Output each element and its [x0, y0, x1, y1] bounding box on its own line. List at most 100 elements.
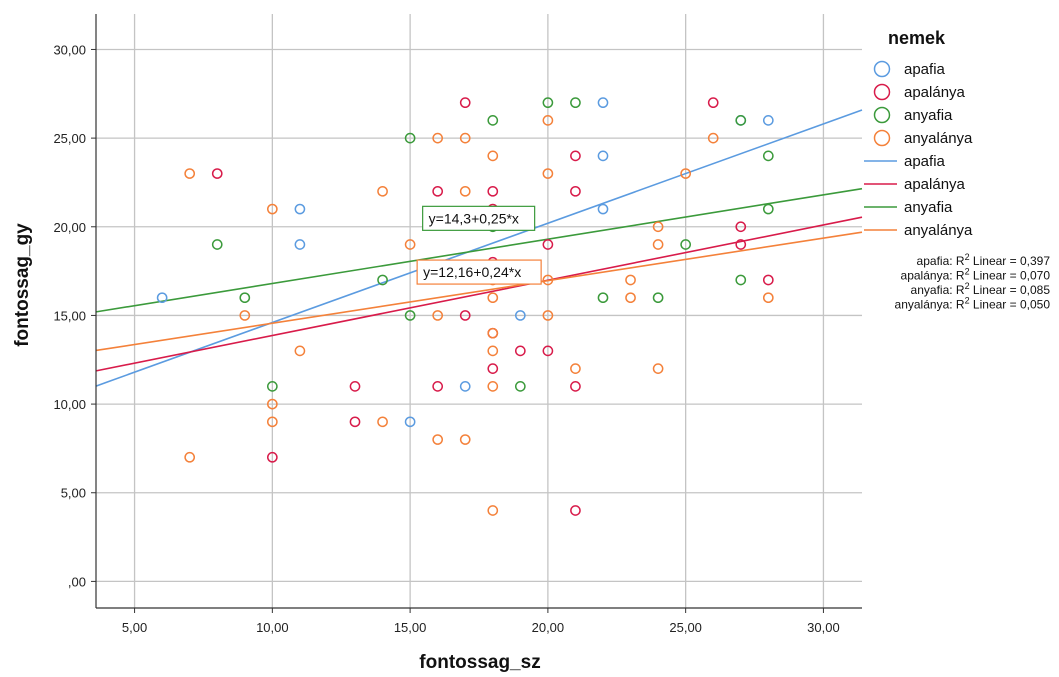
r2-label-apafia: apafia: R2 Linear = 0,397 [917, 252, 1051, 268]
legend-label-anyafia: anyafia [904, 107, 953, 124]
point-anyalánya [432, 434, 444, 445]
point-anyalánya [239, 310, 251, 321]
legend-title: nemek [888, 28, 946, 48]
point-apalánya [514, 345, 526, 357]
legend-line-label-anyafia: anyafia [904, 199, 953, 216]
point-anyafia [404, 310, 416, 321]
point-anyalánya [542, 274, 554, 286]
point-anyalánya [542, 310, 554, 321]
x-tick-label: 5,00 [122, 620, 147, 635]
point-anyalánya [652, 363, 664, 374]
point-apalánya [349, 381, 361, 392]
point-apafia [597, 97, 609, 109]
point-apalánya [762, 274, 774, 286]
x-tick-label: 30,00 [807, 620, 840, 635]
point-anyafia [514, 381, 526, 392]
equation-label-anyalánya: y=12,16+0,24*x [423, 264, 521, 280]
point-anyafia [597, 292, 609, 304]
point-anyalánya [184, 451, 196, 463]
point-anyafia [735, 115, 747, 126]
point-anyalánya [404, 239, 416, 250]
point-anyalánya [266, 416, 278, 428]
point-apafia [514, 310, 526, 321]
legend-label-apalánya: apalánya [904, 84, 966, 101]
equation-box-anyafia [422, 205, 536, 231]
point-anyafia [404, 132, 416, 144]
point-anyalánya [459, 434, 471, 445]
point-anyafia [762, 150, 774, 162]
point-anyalánya [487, 327, 499, 339]
point-apalánya [735, 221, 747, 233]
y-axis-title: fontossag_gy [12, 223, 33, 347]
r2-label-anyalánya: anyalánya: R2 Linear = 0,050 [895, 296, 1051, 312]
legend-line-label-anyalánya: anyalánya [904, 222, 973, 239]
point-apalánya [570, 185, 581, 197]
x-tick-label: 10,00 [256, 620, 289, 635]
x-tick-label: 15,00 [394, 620, 427, 635]
axes: 5,00 10,00 15,00 20,00 25,00 30,00 ,00 5,00 10,0… [53, 14, 862, 635]
legend-marker-apalánya [873, 83, 891, 101]
point-anyalánya [377, 185, 388, 197]
point-apafia [404, 416, 416, 428]
point-anyalánya [652, 221, 664, 233]
point-apalánya [266, 451, 278, 463]
point-anyafia [570, 97, 581, 109]
point-anyalánya [707, 132, 719, 144]
point-anyalánya [266, 203, 278, 215]
r2-label-apalánya: apalánya: R2 Linear = 0,070 [901, 267, 1051, 283]
point-apafia [597, 203, 609, 215]
point-anyalánya [432, 310, 444, 321]
point-anyalánya [459, 185, 471, 197]
point-apalánya [542, 345, 554, 357]
legend-line-label-apafia: apafia [904, 153, 946, 170]
legend-marker-anyalánya [873, 129, 891, 147]
point-apalánya [735, 239, 747, 250]
point-anyalánya [680, 168, 692, 179]
point-anyalánya [487, 505, 499, 516]
point-apalánya [432, 381, 444, 392]
point-apalánya [570, 505, 581, 516]
fit-line-apafia [95, 109, 863, 387]
point-anyafia [542, 97, 554, 109]
point-anyalánya [542, 168, 554, 179]
point-anyalánya [184, 168, 196, 179]
point-anyafia [239, 292, 251, 304]
point-apalánya [570, 150, 581, 162]
fit-lines [95, 109, 863, 387]
point-apalánya [570, 381, 581, 392]
fit-line-anyafia [95, 187, 863, 313]
point-apalánya [487, 185, 499, 197]
legend: nemek apafia apalánya anyafia anyalánya apafi… [864, 28, 1050, 312]
x-tick-label: 25,00 [669, 620, 702, 635]
point-apalánya [459, 97, 471, 109]
y-tick-label: 5,00 [61, 486, 86, 501]
point-anyafia [211, 239, 223, 250]
equation-labels: y=14,3+0,25*x y=12,16+0,24*x [416, 205, 542, 285]
point-anyalánya [625, 292, 636, 304]
y-tick-label: 20,00 [53, 220, 86, 235]
point-apalánya [542, 239, 554, 250]
point-anyalánya [487, 345, 499, 357]
y-tick-label: 15,00 [53, 308, 86, 323]
point-apafia [156, 292, 168, 304]
point-anyalánya [570, 363, 581, 374]
point-anyalánya [432, 132, 444, 144]
point-apafia [459, 381, 471, 392]
point-anyalánya [762, 292, 774, 304]
point-apalánya [349, 416, 361, 428]
point-anyalánya [377, 416, 388, 428]
point-anyafia [680, 239, 692, 250]
point-apalánya [707, 97, 719, 109]
data-points [156, 97, 774, 516]
grid [96, 14, 862, 608]
point-anyafia [377, 274, 388, 286]
point-anyafia [762, 203, 774, 215]
point-anyalánya [542, 115, 554, 126]
point-anyalánya [294, 345, 306, 357]
fit-line-apalánya [95, 216, 863, 372]
x-axis-title: fontossag_sz [419, 652, 540, 673]
point-anyalánya [487, 292, 499, 304]
point-anyalánya [487, 381, 499, 392]
